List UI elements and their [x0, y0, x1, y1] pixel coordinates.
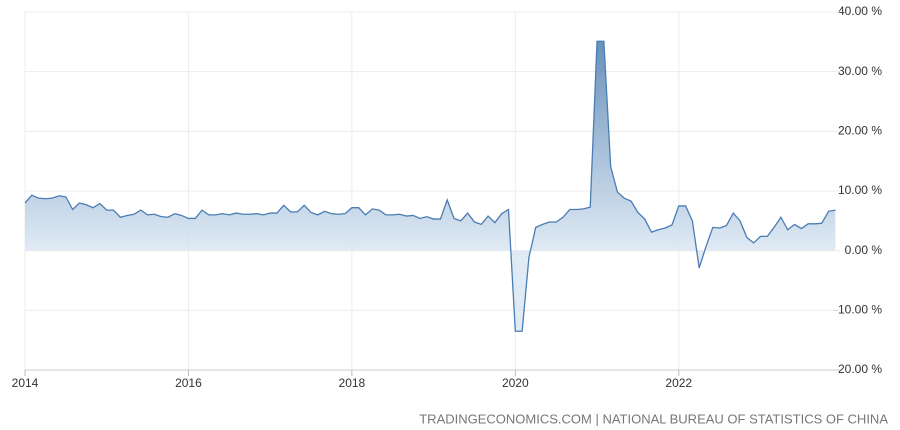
x-tick-label: 2016 — [175, 376, 202, 390]
line — [24, 40, 836, 332]
y-tick-label: -20.00 % — [834, 362, 882, 376]
x-tick-label: 2022 — [665, 376, 692, 390]
y-tick-label: 20.00 % — [838, 124, 882, 138]
y-tick-label: 10.00 % — [838, 183, 882, 197]
y-tick-label: 0.00 % — [845, 243, 883, 257]
source: TRADINGECONOMICS.COM | NATIONAL BUREAU O… — [419, 411, 888, 426]
x-tick-label: 2018 — [339, 376, 366, 390]
y-tick-label: 30.00 % — [838, 64, 882, 78]
x-tick-label: 2020 — [502, 376, 529, 390]
y-tick-label: 40.00 % — [838, 4, 882, 18]
y-tick-label: -10.00 % — [834, 303, 882, 317]
x-tick-label: 2014 — [12, 376, 39, 390]
area — [25, 41, 836, 332]
